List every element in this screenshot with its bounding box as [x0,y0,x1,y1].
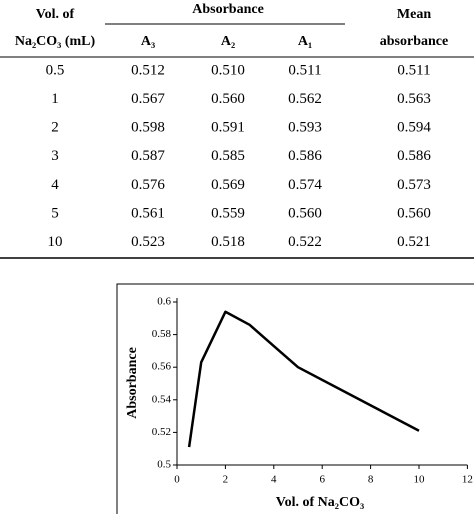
table-cell: 0.569 [211,177,245,193]
table-cell: 0.591 [211,120,245,136]
table-cell: 0.510 [211,62,245,78]
y-tick-label: 0.58 [152,328,172,340]
header-cell: absorbance [380,34,448,49]
table-cell: 10 [48,234,63,250]
y-tick-label: 0.54 [152,393,172,405]
x-tick-label: 4 [271,474,277,486]
table-cell: 0.522 [288,234,322,250]
header-cell: A₁ [298,34,312,49]
table-cell: 4 [51,177,59,193]
table-cell: 5 [51,205,59,221]
table-cell: 0.586 [397,148,431,164]
x-tick-label: 12 [462,474,473,486]
table-cell: 0.587 [131,148,165,164]
y-tick-label: 0.6 [157,296,171,308]
header-cell: A₂ [221,34,235,49]
table-cell: 0.523 [131,234,165,250]
table-cell: 0.567 [131,91,165,107]
chart-frame [116,283,474,519]
table-cell: 0.518 [211,234,245,250]
x-tick-label: 8 [368,474,374,486]
table-cell: 0.561 [131,205,165,221]
header-cell: A₃ [141,34,155,49]
x-tick-label: 6 [319,474,325,486]
x-tick-label: 0 [174,474,180,486]
table-cell: 0.594 [397,120,431,136]
table-cell: 0.576 [131,177,165,193]
table-cell: 0.573 [397,177,431,193]
x-tick-label: 2 [223,474,229,486]
y-axis-label: Absorbance [125,347,140,419]
table-cell: 0.5 [46,62,65,78]
table-cell: 0.560 [288,205,322,221]
header-cell: Vol. of [36,7,75,22]
table-cell: 0.560 [397,205,431,221]
table-cell: 1 [51,91,59,107]
y-tick-label: 0.5 [157,459,171,471]
table-cell: 2 [51,120,59,136]
table-cell: 3 [51,148,59,164]
table-cell: 0.574 [288,177,322,193]
table-cell: 0.593 [288,120,322,136]
table-cell: 0.562 [288,91,322,107]
table-cell: 0.585 [211,148,245,164]
table-cell: 0.512 [131,62,165,78]
header-cell: Na₂CO₃ (mL) [15,34,96,49]
table-cell: 0.563 [397,91,431,107]
table-cell: 0.586 [288,148,322,164]
header-cell: Absorbance [192,2,264,17]
table-cell: 0.511 [288,62,321,78]
x-axis-label: Vol. of Na₂CO₃ [276,495,364,510]
table-cell: 0.521 [397,234,431,250]
data-line [187,310,420,448]
table-cell: 0.511 [397,62,430,78]
table-cell: 0.598 [131,120,165,136]
header-cell: Mean [397,7,431,22]
y-tick-label: 0.52 [152,426,171,438]
table-cell: 0.560 [211,91,245,107]
y-tick-label: 0.56 [152,361,172,373]
table-cell: 0.559 [211,205,245,221]
x-tick-label: 10 [414,474,426,486]
